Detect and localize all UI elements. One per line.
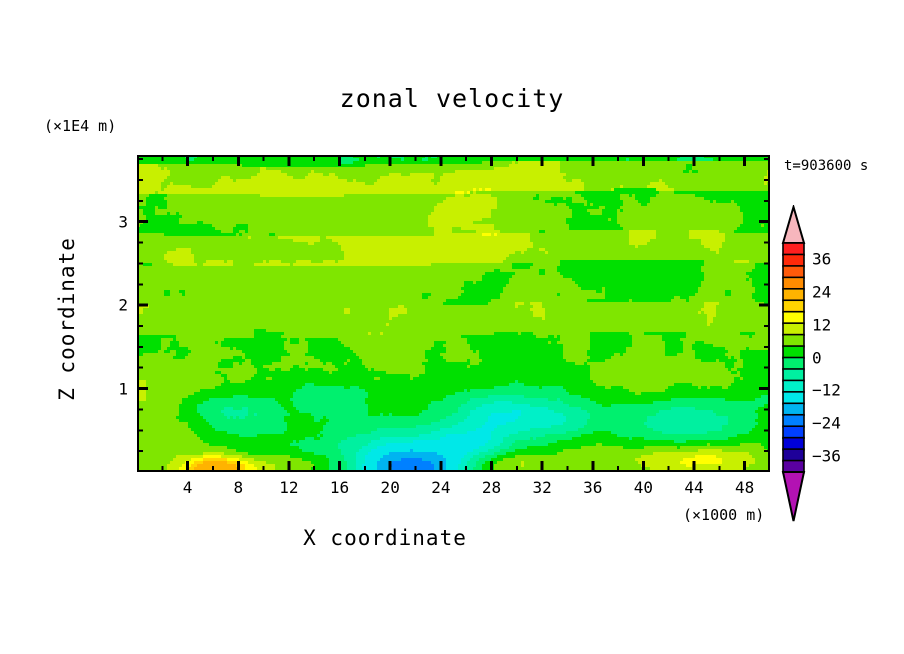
colorbar-band: [782, 425, 805, 440]
colorbar-band: [782, 345, 805, 359]
colorbar-band: [782, 299, 805, 314]
y-tick-label: 2: [118, 295, 128, 315]
colorbar-band: [782, 459, 805, 474]
x-tick-label: 16: [329, 478, 350, 497]
x-axis-unit-label: (×1000 m): [683, 506, 765, 524]
colorbar-band: [782, 436, 805, 451]
y-axis-unit-label: (×1E4 m): [44, 117, 117, 135]
colorbar-tick-label: −12: [812, 380, 841, 400]
colorbar-band: [782, 310, 805, 325]
x-tick-label: 40: [633, 478, 654, 497]
colorbar: [781, 205, 806, 522]
colorbar-tick-label: 36: [812, 249, 832, 269]
colorbar-band: [782, 265, 805, 279]
y-axis-title: Z coordinate: [55, 237, 79, 401]
colorbar-band: [782, 288, 805, 302]
colorbar-band: [782, 448, 805, 462]
x-tick-label: 20: [380, 478, 400, 497]
colorbar-tick-label: −24: [812, 413, 841, 433]
colorbar-band: [782, 242, 805, 256]
x-tick-label: 44: [684, 478, 704, 497]
colorbar-band: [782, 253, 805, 268]
colorbar-band: [782, 322, 805, 337]
contour-field: [137, 155, 770, 472]
colorbar-tick-label: −36: [812, 446, 841, 466]
colorbar-band: [782, 276, 805, 291]
colorbar-tick-label: 0: [812, 348, 822, 367]
y-tick-label: 3: [118, 212, 128, 232]
x-tick-label: 36: [583, 478, 603, 497]
x-tick-label: 4: [182, 478, 193, 497]
y-tick-label: 1: [118, 379, 128, 399]
colorbar-band: [782, 391, 805, 405]
x-tick-label: 48: [735, 478, 755, 497]
colorbar-band: [782, 379, 805, 394]
colorbar-tick-label: 12: [812, 315, 832, 335]
x-axis-title: X coordinate: [303, 526, 467, 550]
colorbar-band: [782, 368, 805, 382]
x-tick-label: 8: [233, 478, 244, 497]
page-title: zonal velocity: [339, 84, 565, 113]
colorbar-band: [782, 333, 805, 348]
colorbar-tick-label: 24: [812, 282, 832, 302]
colorbar-band: [782, 413, 805, 428]
x-tick-label: 24: [431, 478, 451, 497]
colorbar-band: [782, 356, 805, 371]
x-tick-label: 28: [481, 478, 502, 497]
timestamp-label: t=903600 s: [784, 158, 869, 174]
x-tick-label: 32: [532, 478, 552, 497]
x-tick-label: 12: [279, 478, 299, 497]
colorbar-band: [782, 402, 805, 417]
